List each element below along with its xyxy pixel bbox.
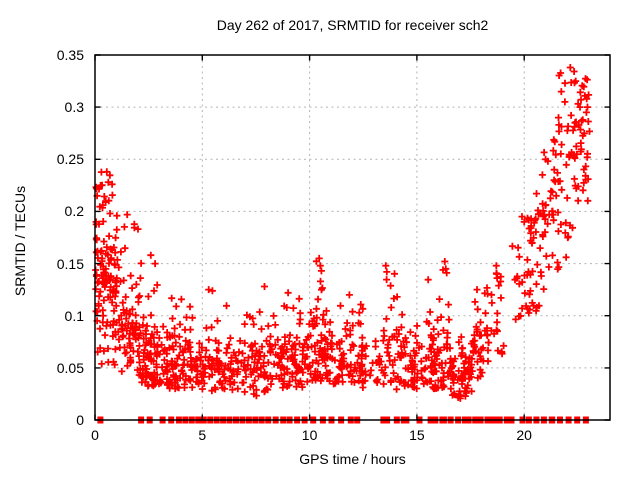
x-axis-label: GPS time / hours: [299, 451, 406, 467]
y-tick-label: 0.2: [64, 203, 84, 220]
y-tick-label: 0.15: [56, 255, 84, 272]
y-tick-label: 0.1: [64, 307, 84, 324]
y-tick-label: 0.05: [56, 359, 84, 376]
y-tick-label: 0.3: [64, 99, 84, 116]
y-tick-label: 0.35: [56, 47, 84, 63]
chart-title: Day 262 of 2017, SRMTID for receiver sch…: [216, 17, 489, 33]
x-tick-label: 0: [91, 427, 99, 443]
axis-ticks: [94, 54, 610, 421]
x-tick-label: 10: [301, 427, 318, 443]
y-tick-label: 0.25: [56, 151, 84, 168]
x-tick-label: 5: [198, 427, 207, 443]
data-point-markers: [92, 64, 593, 402]
plot-border: [94, 54, 611, 421]
gridlines: [95, 55, 610, 420]
y-tick-label: 0: [76, 412, 84, 428]
x-tick-label: 20: [516, 427, 532, 443]
x-tick-label: 15: [409, 427, 425, 443]
